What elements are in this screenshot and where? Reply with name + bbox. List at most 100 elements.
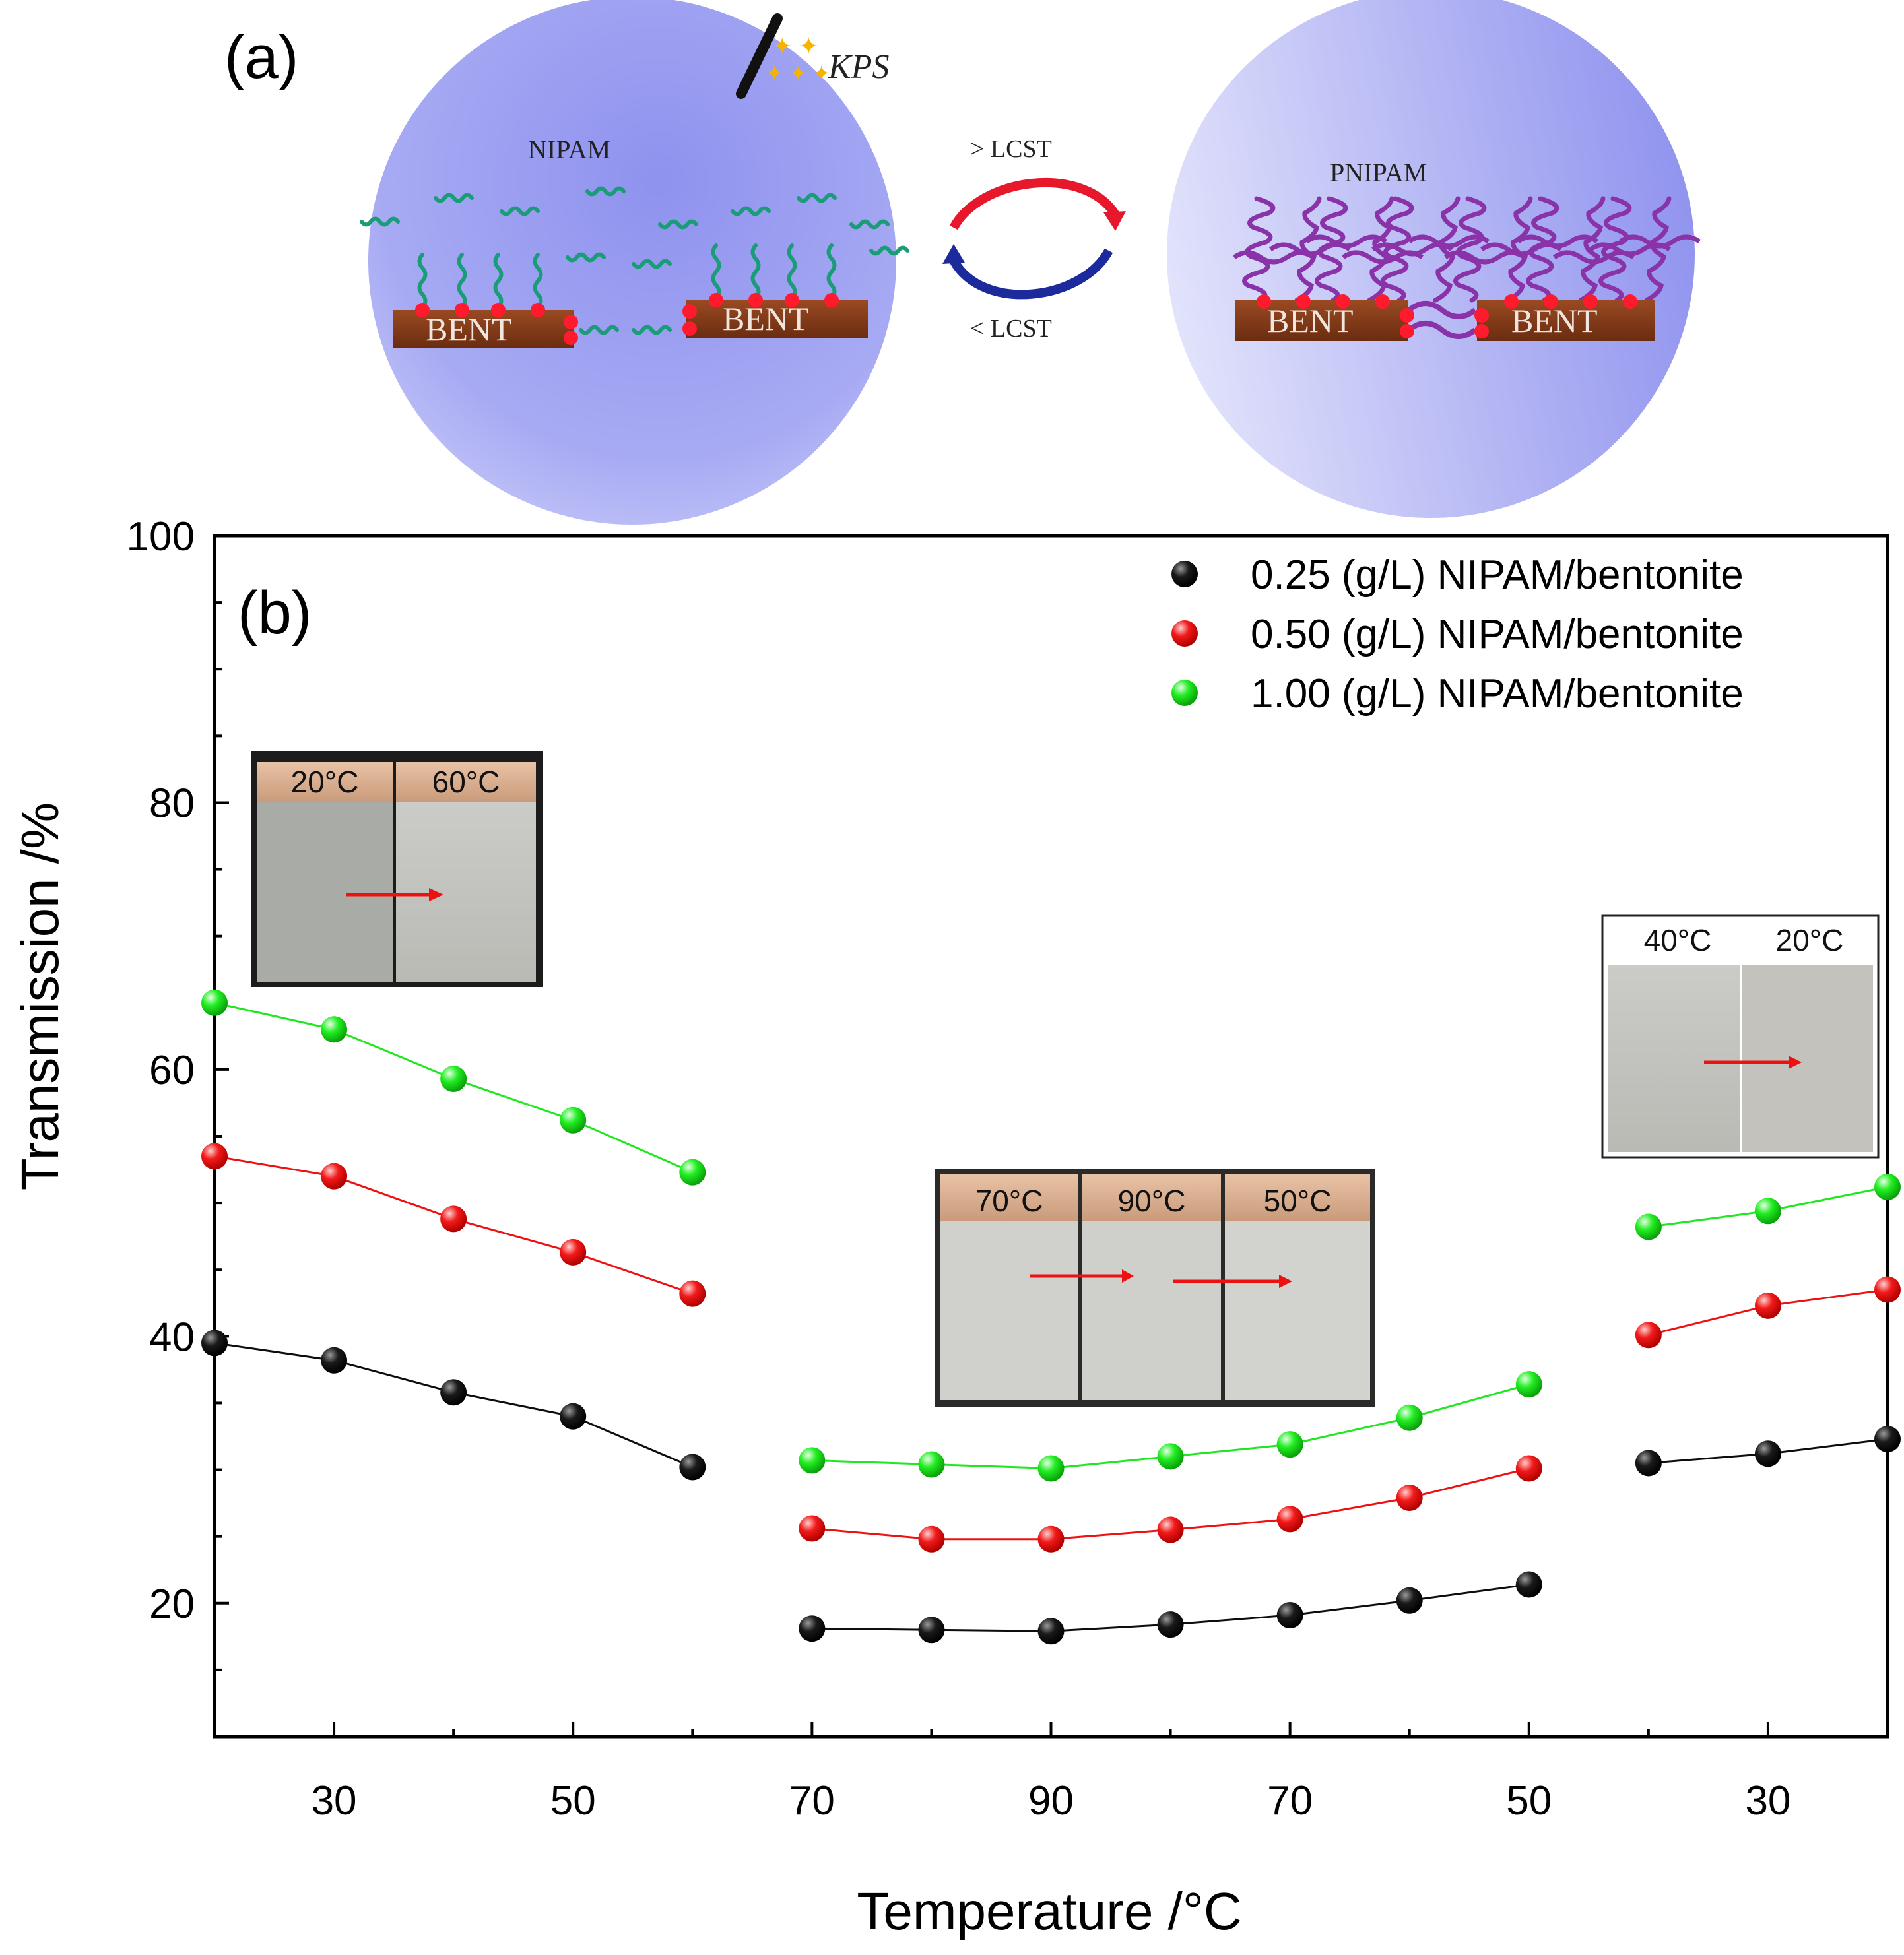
heating-arrowhead-icon: [1103, 211, 1126, 231]
anchor-points-right: [1257, 294, 1637, 338]
anchor-point: [748, 293, 763, 307]
data-point: [1754, 1292, 1781, 1319]
x-tick-label: 70: [1267, 1778, 1313, 1824]
vial-photo-inset-1: 20°C 60°C: [251, 751, 543, 987]
x-tick-label: 70: [789, 1778, 835, 1824]
data-point: [1396, 1485, 1423, 1512]
data-point: [1874, 1426, 1901, 1453]
data-point: [201, 989, 228, 1016]
data-point: [201, 1330, 228, 1357]
anchor-point: [1623, 294, 1637, 309]
nipam-chain: [493, 253, 504, 309]
cooling-arrow-icon: [949, 248, 1113, 300]
transition-arrowhead-icon: [1279, 1275, 1292, 1288]
heating-arrow-icon: [949, 177, 1119, 230]
data-point: [679, 1159, 706, 1186]
data-point: [1396, 1587, 1423, 1614]
y-tick-label: 60: [149, 1048, 195, 1093]
nipam-chain: [533, 253, 543, 309]
legend-marker: [1171, 620, 1198, 647]
inset-temperature-label: 20°C: [291, 765, 359, 799]
y-tick-label: 100: [127, 514, 195, 560]
nipam-chain: [632, 325, 672, 335]
nipam-chain: [417, 253, 428, 309]
anchor-point: [1257, 294, 1271, 309]
nipam-chain: [434, 193, 474, 203]
nipam-chain: [869, 245, 909, 256]
anchor-point: [1400, 324, 1414, 338]
anchor-point: [1375, 294, 1390, 309]
data-point: [799, 1447, 826, 1474]
pnipam-chain: [1381, 196, 1414, 303]
nipam-chain: [826, 243, 837, 300]
nipam-chain: [457, 253, 467, 309]
data-point: [1754, 1198, 1781, 1225]
pnipam-chain: [1644, 196, 1672, 303]
bent-label: BENT: [1267, 302, 1354, 339]
data-point: [1037, 1618, 1065, 1645]
data-point: [321, 1163, 348, 1190]
nipam-chain: [632, 259, 672, 269]
pnipam-chain: [1578, 196, 1606, 303]
data-point: [560, 1403, 587, 1430]
series-points: [201, 989, 1901, 1645]
x-tick-label: 50: [1506, 1778, 1552, 1824]
data-point: [321, 1016, 348, 1043]
vial-cap: [1742, 921, 1873, 965]
kps-spark-icon: ✦ ✦: [772, 32, 818, 59]
anchor-point: [1336, 294, 1350, 309]
data-point: [1157, 1611, 1184, 1638]
transition-arrowhead-icon: [1122, 1269, 1134, 1283]
y-tick-label: 80: [149, 781, 195, 826]
anchor-point: [1504, 294, 1519, 309]
data-point: [1276, 1601, 1303, 1628]
data-point: [1874, 1276, 1901, 1303]
inset-temperature-label: 70°C: [975, 1184, 1043, 1218]
anchor-point: [415, 303, 430, 317]
data-point: [1396, 1404, 1423, 1431]
nipam-monomers: [360, 186, 909, 335]
data-point: [918, 1525, 945, 1553]
x-tick-label: 30: [1745, 1778, 1790, 1824]
anchor-points-left: [415, 293, 839, 345]
data-point: [1635, 1450, 1662, 1477]
inset-temperature-label: 50°C: [1264, 1184, 1332, 1218]
vial-cap: [1082, 1174, 1221, 1221]
anchor-point: [682, 321, 697, 336]
nipam-chain: [566, 252, 606, 263]
pnipam-branch: [1618, 234, 1701, 249]
anchor-point: [1474, 324, 1489, 338]
inset-temperature-label: 40°C: [1644, 923, 1712, 957]
pnipam-chain: [1598, 196, 1632, 303]
y-axis-label: Transmission /%: [11, 802, 69, 1190]
kps-stick: [736, 13, 783, 99]
anchor-point: [1474, 308, 1489, 323]
data-point: [201, 1143, 228, 1170]
anchor-point: [824, 293, 839, 307]
data-point: [1515, 1571, 1542, 1598]
nipam-sphere: [368, 0, 896, 525]
pnipam-chain: [1242, 196, 1276, 303]
data-point: [560, 1238, 587, 1266]
nipam-chain: [500, 206, 540, 216]
bent-label: BENT: [1511, 302, 1598, 339]
pnipam-chain: [1433, 196, 1461, 303]
x-tick-label: 90: [1028, 1778, 1074, 1824]
nipam-chain: [849, 219, 890, 230]
data-point: [679, 1454, 706, 1481]
data-point: [1037, 1525, 1065, 1553]
vial-cap: [1608, 921, 1740, 965]
nipam-chain: [750, 243, 761, 300]
pnipam-chain: [1315, 196, 1348, 303]
nipam-chain: [731, 206, 771, 216]
pnipam-chain: [1505, 196, 1533, 303]
data-point: [1157, 1516, 1184, 1543]
nipam-chain: [787, 243, 797, 300]
vial-cap: [257, 762, 393, 802]
vial-photo-inset-3: 40°C 20°C: [1601, 914, 1880, 1159]
pnipam-chain: [1453, 196, 1487, 303]
pnipam-sphere: [1167, 0, 1695, 518]
transition-arrowhead-icon: [1789, 1056, 1802, 1069]
nipam-chain: [585, 186, 626, 197]
legend-label: 0.25 (g/L) NIPAM/bentonite: [1251, 552, 1744, 598]
